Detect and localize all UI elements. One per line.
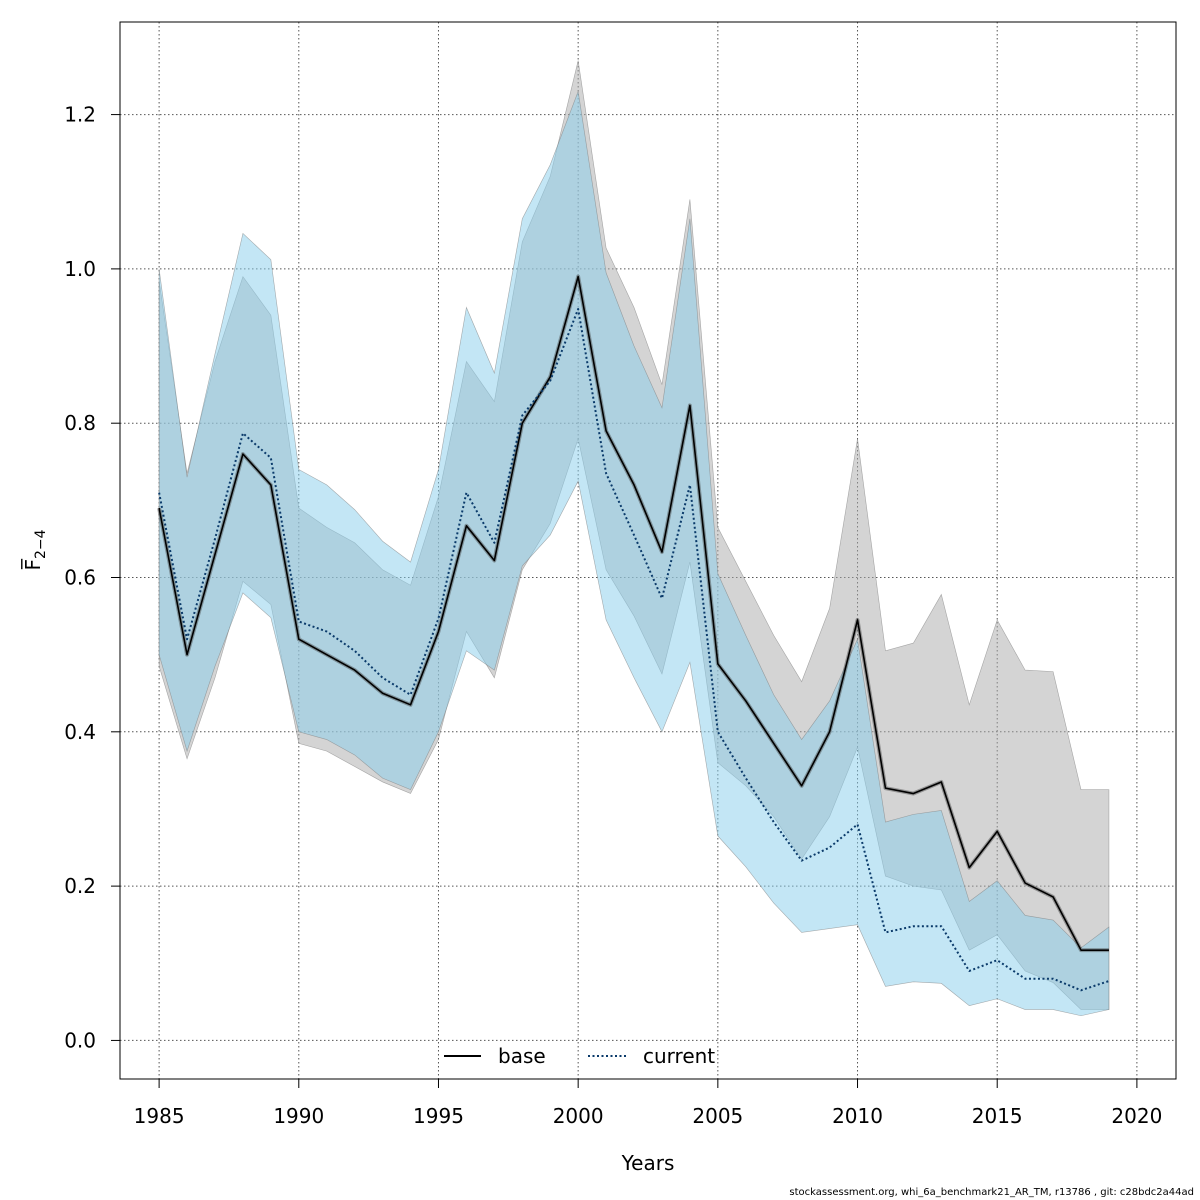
y-axis-title: F̅2−4 xyxy=(20,529,49,570)
y-axis-title-main: F̅ xyxy=(20,558,45,571)
x-axis: 1985 1990 1995 2000 2005 2010 2015 2020 xyxy=(134,1079,1162,1128)
x-tick-label: 2005 xyxy=(692,1104,743,1128)
y-tick-label: 0.4 xyxy=(64,720,96,744)
x-tick-label: 2015 xyxy=(972,1104,1023,1128)
x-tick-label: 2000 xyxy=(553,1104,604,1128)
x-tick-label: 2020 xyxy=(1111,1104,1162,1128)
y-axis: 0.0 0.2 0.4 0.6 0.8 1.0 1.2 xyxy=(64,103,120,1052)
confidence-bands xyxy=(158,60,1110,1017)
legend: base current xyxy=(444,1044,715,1068)
x-tick-label: 2010 xyxy=(832,1104,883,1128)
footer-credit: stockassessment.org, whi_6a_benchmark21_… xyxy=(789,1187,1194,1198)
band-current xyxy=(158,90,1110,1017)
legend-label-base: base xyxy=(498,1044,546,1068)
plot-frame xyxy=(119,21,1177,1080)
y-tick-label: 0.6 xyxy=(64,566,96,590)
y-tick-label: 1.2 xyxy=(64,103,96,127)
x-tick-label: 1985 xyxy=(134,1104,185,1128)
y-tick-label: 1.0 xyxy=(64,257,96,281)
legend-label-current: current xyxy=(643,1044,715,1068)
line-base xyxy=(158,275,1109,951)
x-tick-label: 1995 xyxy=(413,1104,464,1128)
y-axis-title-subscript: 2−4 xyxy=(33,529,49,559)
y-tick-label: 0.2 xyxy=(64,874,96,898)
y-tick-label: 0.0 xyxy=(64,1028,96,1052)
y-tick-label: 0.8 xyxy=(64,411,96,435)
x-tick-label: 1990 xyxy=(273,1104,324,1128)
line-current xyxy=(158,308,1110,992)
series-lines xyxy=(157,274,1110,992)
x-axis-title: Years xyxy=(621,1151,675,1175)
